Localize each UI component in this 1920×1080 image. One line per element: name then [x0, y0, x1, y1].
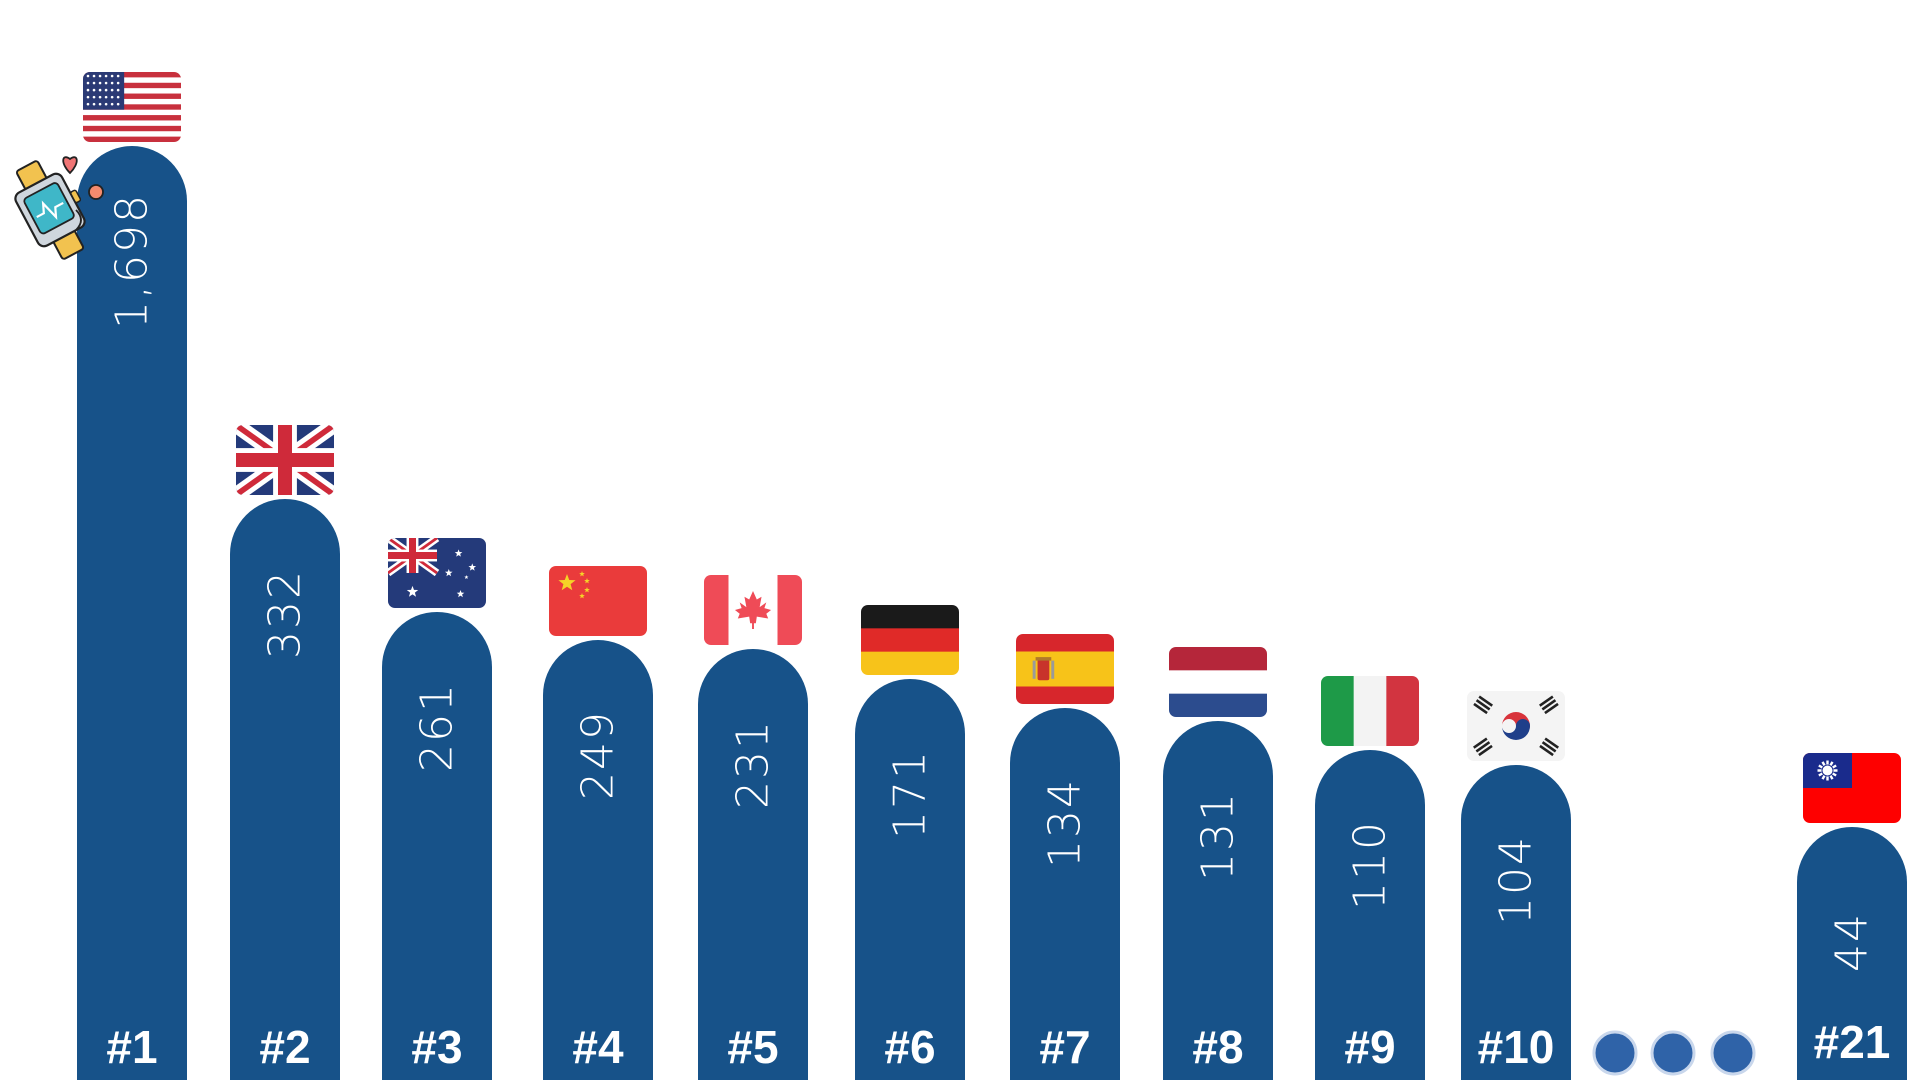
flag-italy-icon	[1321, 676, 1419, 746]
bar-9	[1315, 750, 1425, 1080]
bar-value-label: 44	[1827, 912, 1878, 972]
rank-label: #3	[411, 1021, 462, 1073]
bar-2	[230, 499, 340, 1080]
bar-value-label: 134	[1040, 778, 1091, 868]
flag-canada-icon	[704, 575, 802, 645]
rank-label: #10	[1478, 1021, 1555, 1073]
bar-4	[543, 640, 653, 1080]
bar-value-label: 231	[728, 719, 779, 809]
flag-china-icon	[549, 566, 647, 636]
flag-spain-icon	[1016, 634, 1114, 704]
bar-3	[382, 612, 492, 1080]
flag-us-icon	[83, 72, 181, 142]
bar-1	[77, 146, 187, 1080]
bar-6	[855, 679, 965, 1080]
bar-5	[698, 649, 808, 1080]
flag-netherlands-icon	[1169, 647, 1267, 717]
bar-value-label: 110	[1345, 820, 1396, 910]
rank-label: #6	[884, 1021, 935, 1073]
heart-icon	[62, 156, 78, 175]
bar-value-label: 1,698	[107, 193, 158, 329]
bar-8	[1163, 721, 1273, 1080]
rank-label: #5	[727, 1021, 778, 1073]
pulse-icon	[75, 184, 104, 231]
flag-uk-icon	[236, 425, 334, 495]
bar-value-label: 332	[260, 569, 311, 659]
rank-label: #2	[259, 1021, 310, 1073]
gap-dot	[1592, 1030, 1638, 1076]
smartwatch-icon	[14, 160, 86, 260]
bar-value-label: 104	[1491, 835, 1542, 925]
flag-germany-icon	[861, 605, 959, 675]
gap-dot	[1650, 1030, 1696, 1076]
bar-value-label: 261	[412, 682, 463, 772]
flag-australia-icon	[388, 538, 486, 608]
rank-label: #21	[1814, 1016, 1891, 1068]
gap-dot	[1710, 1030, 1756, 1076]
rank-label: #9	[1344, 1021, 1395, 1073]
bar-7	[1010, 708, 1120, 1080]
bar-11	[1797, 827, 1907, 1080]
flag-taiwan-icon	[1803, 753, 1901, 823]
bar-10	[1461, 765, 1571, 1080]
bar-value-label: 249	[573, 710, 624, 800]
rank-label: #7	[1039, 1021, 1090, 1073]
rank-label: #8	[1192, 1021, 1243, 1073]
bar-value-label: 171	[885, 749, 936, 839]
flag-south-korea-icon	[1467, 691, 1565, 761]
bar-value-label: 131	[1193, 791, 1244, 881]
rank-label: #1	[106, 1021, 157, 1073]
ranking-gap-ellipsis	[1592, 1030, 1756, 1076]
rank-label: #4	[572, 1021, 624, 1073]
